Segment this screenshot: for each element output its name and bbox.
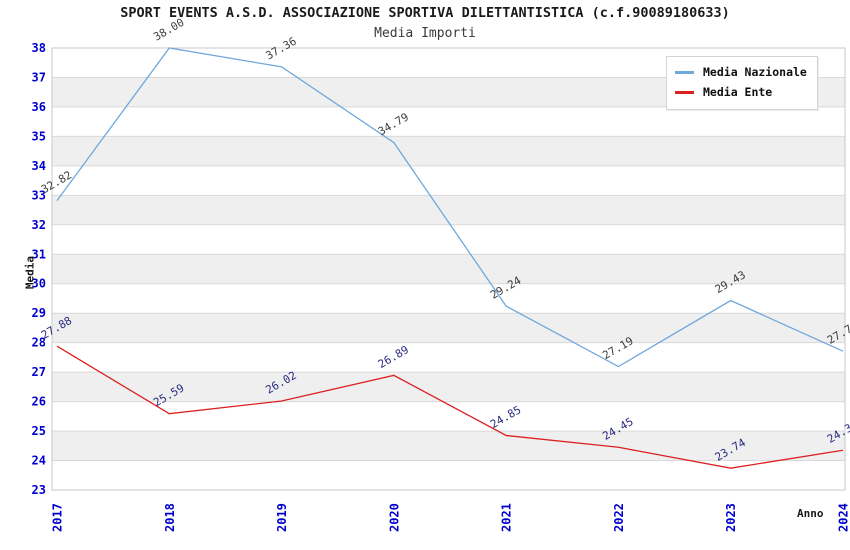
plot-border: [51, 47, 846, 491]
chart-title: SPORT EVENTS A.S.D. ASSOCIAZIONE SPORTIV…: [120, 5, 730, 21]
x-tick-label: 2021: [500, 503, 514, 532]
y-tick-label: 35: [32, 129, 46, 143]
plot-band: [52, 460, 845, 490]
plot-band: [52, 283, 845, 314]
plot-band: [52, 254, 845, 284]
plot-band: [52, 372, 845, 402]
data-label-media-nazionale: 38.00: [151, 16, 186, 44]
y-tick-label: 27: [32, 365, 46, 379]
plot-band: [52, 342, 845, 373]
legend-item-media-ente: Media Ente: [675, 82, 807, 102]
x-tick-label: 2019: [275, 503, 289, 532]
y-tick-label: 24: [32, 454, 46, 468]
y-tick-label: 37: [32, 70, 46, 84]
plot-band: [52, 165, 845, 196]
plot-band: [52, 224, 845, 255]
y-tick-label: 36: [32, 100, 46, 114]
series-line-media-nazionale: [56, 47, 844, 368]
y-tick-label: 23: [32, 483, 46, 497]
y-tick-label: 33: [32, 188, 46, 202]
y-tick-label: 34: [32, 159, 46, 173]
legend-line-swatch-blue: [675, 70, 694, 74]
plot-band: [52, 431, 845, 461]
y-tick-label: 25: [32, 424, 46, 438]
x-tick-label: 2017: [51, 503, 65, 532]
x-tick-label: 2023: [724, 503, 738, 532]
y-tick-label: 38: [32, 41, 46, 55]
plot-band: [52, 195, 845, 225]
chart-subtitle: Media Importi: [374, 26, 476, 41]
x-tick-label: 2024: [837, 503, 850, 532]
y-axis-title: Media: [23, 255, 37, 290]
plot-band: [52, 106, 845, 137]
x-tick-label: 2018: [163, 503, 177, 532]
x-axis-title: Anno: [797, 507, 824, 520]
plot-band: [52, 313, 845, 343]
x-tick-label: 2020: [387, 503, 401, 532]
plot-band: [52, 401, 845, 432]
x-tick-label: 2022: [612, 503, 626, 532]
y-tick-label: 30: [32, 277, 46, 291]
y-tick-label: 31: [32, 247, 46, 261]
plot-band: [52, 136, 845, 166]
series-line-media-ente: [56, 345, 844, 469]
y-tick-label: 28: [32, 336, 46, 350]
legend-line-swatch-red: [675, 90, 694, 94]
legend-item-media-nazionale: Media Nazionale: [675, 62, 807, 82]
legend: Media Nazionale Media Ente: [666, 56, 818, 110]
y-tick-label: 26: [32, 395, 46, 409]
legend-label: Media Nazionale: [703, 65, 807, 79]
y-tick-label: 29: [32, 306, 46, 320]
legend-label: Media Ente: [703, 85, 773, 99]
y-tick-label: 32: [32, 218, 46, 232]
